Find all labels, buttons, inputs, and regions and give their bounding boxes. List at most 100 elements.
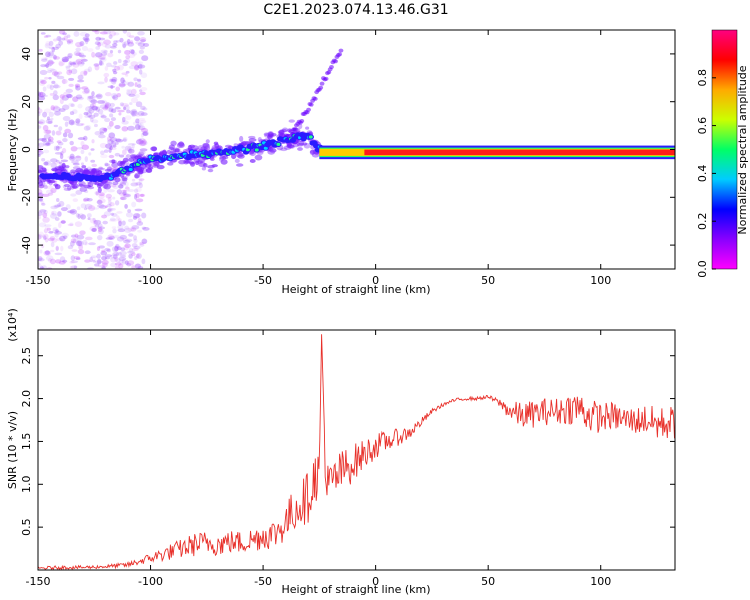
spectrogram-cloud-mark [127,148,135,154]
spectrogram-cloud-mark [77,60,85,67]
spectrogram-cloud-mark [107,125,112,130]
spectrogram-halo-mark [106,166,112,172]
spectrogram-halo-mark [309,149,317,154]
x-tick-label: -50 [254,575,272,588]
spectrogram-cloud-mark [112,94,119,101]
spectrogram-cloud-mark [104,103,110,109]
spectrogram-halo-mark [296,142,304,147]
spectrogram-cloud-mark [98,37,106,41]
x-tick-label: 100 [590,575,611,588]
spectrogram-cloud-mark [135,113,141,118]
spectrogram-cloud-mark [142,227,150,231]
spectrogram-cloud-mark [70,238,77,244]
spectrogram-cloud-mark [78,97,84,101]
spectrogram-cloud-mark [96,41,104,47]
spectrogram-cloud-mark [126,38,131,45]
spectrogram-cloud-mark [115,138,122,142]
spectrogram-cloud-mark [38,96,46,101]
spectrogram-cloud-mark [85,106,93,113]
spectrogram-cloud-mark [73,31,80,37]
spectrogram-cloud-mark [121,126,129,132]
spectrogram-cloud-mark [117,228,126,233]
spectrogram-halo-mark [104,168,112,172]
spectrogram-cloud-mark [61,104,70,111]
spectrogram-cloud-mark [138,140,146,147]
spectrogram-cloud-mark [53,161,61,165]
spectrogram-cloud-mark [111,108,117,113]
spectrogram-halo-mark [235,163,244,167]
spectrogram-cloud-mark [99,31,108,35]
spectrogram-cloud-mark [56,140,62,144]
colorbar-tick-label: 0.8 [696,69,709,87]
spectrogram-halo-mark [119,173,125,178]
spectrogram-halo-mark [62,178,68,184]
spectrogram-halo-mark [63,183,71,188]
spectrogram-cloud-mark [51,130,56,136]
spectrogram-cloud-mark [65,65,71,69]
spectrogram-cloud-mark [110,65,117,68]
spectrogram-branch-mark [318,85,324,90]
spectrogram-cloud-mark [94,224,99,228]
spectrogram-cloud-mark [98,60,103,66]
spectrogram-halo-mark [106,181,113,186]
spectrogram-halo-mark [69,184,75,190]
spectrogram-branch-mark [329,65,334,70]
spectrogram-cloud-mark [78,52,85,58]
spectrogram-cloud-mark [61,79,68,84]
spectrogram-cloud-mark [130,110,139,117]
spectrogram-cloud-mark [68,119,75,126]
spectrogram-cloud-mark [46,116,51,121]
spectrogram-cloud-mark [113,40,118,44]
spectrogram-cloud-mark [43,250,51,256]
spectrogram-cloud-mark [38,234,42,241]
spectrogram-branch-mark [323,76,329,81]
spectrogram-halo-mark [121,177,128,182]
spectrogram-cloud-mark [142,139,147,145]
spectrogram-cloud-mark [127,209,132,213]
spectrogram-cloud-mark [50,117,54,121]
spectrogram-cloud-mark [84,250,91,255]
spectrogram-cloud-mark [94,130,102,136]
spectrogram-cloud-mark [83,71,88,76]
spectrogram-cloud-mark [114,65,121,71]
spectrogram-cloud-mark [131,243,138,248]
spectrogram-cloud-mark [129,110,138,115]
spectrogram-cloud-mark [38,91,42,97]
spectrogram-halo-mark [150,146,157,152]
spectrogram-cloud-mark [89,217,97,224]
spectrogram-cloud-mark [41,243,45,249]
spectrogram-cloud-mark [86,95,91,101]
spectrogram-cloud-mark [132,121,140,126]
spectrogram-cloud-mark [75,58,83,65]
spectrogram-cloud-mark [38,231,44,238]
y-tick-label: 2.5 [20,347,33,365]
spectrogram-cloud-mark [54,252,63,256]
spectrogram-cloud-mark [103,30,111,35]
spectrogram-cloud-mark [114,245,119,252]
spectrogram-halo-mark [286,142,292,147]
spectrogram-cloud-mark [109,207,114,212]
spectrogram-cloud-mark [94,64,100,71]
spectrogram-cloud-mark [98,194,105,199]
spectrogram-cloud-mark [91,51,96,58]
spectrogram-cloud-mark [125,212,133,218]
spectrogram-cloud-mark [92,217,96,223]
spectrogram-cloud-mark [100,150,105,155]
spectrogram-ridge-inner [308,135,313,139]
spectrogram-cloud-mark [75,85,79,89]
spectrogram-cloud-mark [48,136,54,142]
spectrogram-cloud-mark [75,118,81,124]
spectrogram-cloud-mark [100,154,108,159]
spectrogram-cloud-mark [61,37,66,41]
spectrogram-cloud-mark [61,56,70,63]
snr-y-axis-label: SNR (10 * v/v) [6,411,19,489]
spectrogram-cloud-mark [53,46,59,50]
snr-frame [37,329,676,571]
spectrogram-cloud-mark [126,31,132,37]
colorbar: 0.0 0.2 0.4 0.6 0.8 Normalized spectral ampl… [696,29,749,278]
spectrogram-cloud-mark [74,60,82,66]
spectrogram-cloud-mark [49,249,55,253]
spectrogram-cloud-mark [58,37,63,42]
spectrogram-cloud-mark [134,208,143,212]
spectrogram-cloud-mark [137,138,142,142]
